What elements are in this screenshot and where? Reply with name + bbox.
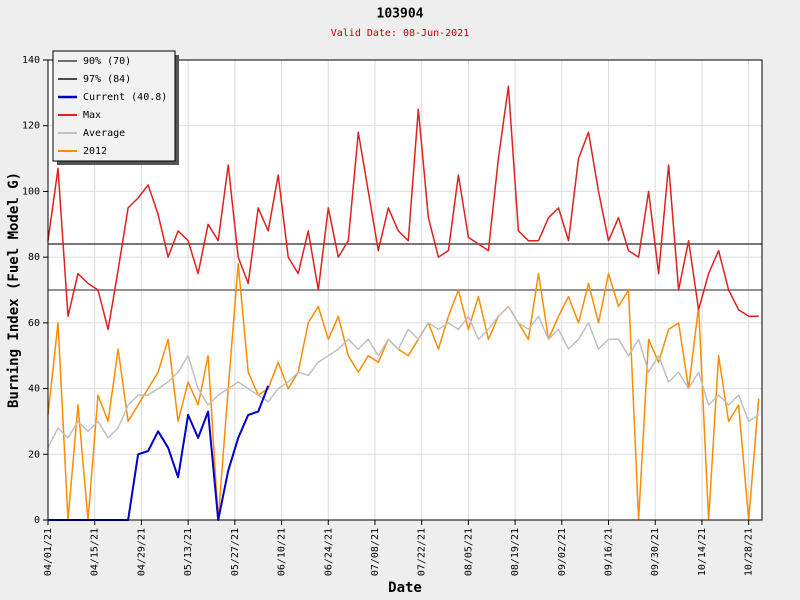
x-tick-label: 04/15/21 bbox=[90, 528, 101, 576]
x-tick-label: 09/16/21 bbox=[604, 528, 615, 576]
legend-label: 97% (84) bbox=[83, 74, 131, 85]
x-tick-label: 07/08/21 bbox=[370, 528, 381, 576]
y-tick-label: 140 bbox=[22, 55, 40, 66]
x-tick-label: 07/22/21 bbox=[417, 528, 428, 576]
series-line bbox=[47, 305, 760, 449]
legend-box bbox=[52, 50, 176, 162]
series-line bbox=[47, 85, 759, 331]
y-tick-label: 60 bbox=[28, 318, 40, 329]
y-tick-label: 100 bbox=[22, 186, 40, 197]
x-tick-label: 05/27/21 bbox=[230, 528, 241, 576]
chart-title: 103904 bbox=[377, 7, 424, 22]
x-tick-label: 08/19/21 bbox=[510, 528, 521, 576]
x-tick-label: 05/13/21 bbox=[183, 528, 194, 576]
x-tick-label: 04/29/21 bbox=[136, 528, 147, 576]
x-tick-label: 10/28/21 bbox=[744, 528, 755, 576]
x-tick-label: 06/10/21 bbox=[277, 528, 288, 576]
legend: 90% (70) 97% (84) Current (40.8) Max Average… bbox=[52, 50, 179, 165]
legend-label: Average bbox=[83, 128, 125, 139]
x-tick-label: 06/24/21 bbox=[323, 528, 334, 576]
series-line bbox=[47, 262, 760, 521]
y-tick-label: 80 bbox=[28, 252, 40, 263]
lines bbox=[47, 85, 762, 521]
y-tick-label: 0 bbox=[34, 515, 40, 526]
y-tick-label: 120 bbox=[22, 121, 40, 132]
legend-label: Max bbox=[83, 110, 101, 121]
chart-subtitle: Valid Date: 08-Jun-2021 bbox=[331, 28, 469, 39]
y-tick-label: 40 bbox=[28, 384, 40, 395]
legend-label: 2012 bbox=[83, 146, 107, 157]
x-tick-label: 09/02/21 bbox=[557, 528, 568, 576]
legend-label: 90% (70) bbox=[83, 56, 131, 67]
x-tick-label: 04/01/21 bbox=[43, 528, 54, 576]
x-tick-label: 10/14/21 bbox=[697, 528, 708, 576]
x-tick-label: 09/30/21 bbox=[650, 528, 661, 576]
x-axis-label: Date bbox=[388, 580, 422, 596]
plot-frame bbox=[47, 59, 763, 521]
y-axis-label: Burning Index (Fuel Model G) bbox=[6, 172, 22, 408]
legend-label: Current (40.8) bbox=[83, 92, 167, 103]
x-tick-label: 08/05/21 bbox=[463, 528, 474, 576]
axes: 0 20 40 60 80 100 120 140 04/01/21 04/15/21 04/29/… bbox=[22, 55, 763, 576]
y-tick-label: 20 bbox=[28, 449, 40, 460]
